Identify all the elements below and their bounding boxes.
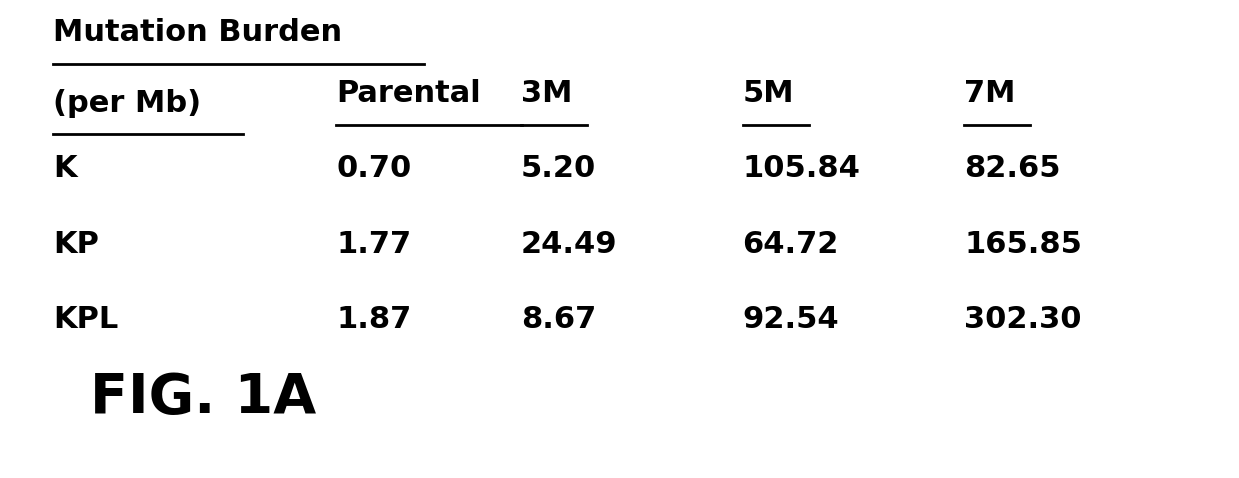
Text: 82.65: 82.65 <box>964 154 1061 184</box>
Text: 64.72: 64.72 <box>742 229 839 259</box>
Text: 165.85: 165.85 <box>964 229 1082 259</box>
Text: 92.54: 92.54 <box>742 305 839 334</box>
Text: 8.67: 8.67 <box>522 305 596 334</box>
Text: Parental: Parental <box>337 79 481 109</box>
Text: K: K <box>53 154 77 184</box>
Text: 5.20: 5.20 <box>522 154 596 184</box>
Text: FIG. 1A: FIG. 1A <box>90 370 316 424</box>
Text: 24.49: 24.49 <box>522 229 618 259</box>
Text: KP: KP <box>53 229 99 259</box>
Text: (per Mb): (per Mb) <box>53 89 202 118</box>
Text: 302.30: 302.30 <box>964 305 1082 334</box>
Text: 3M: 3M <box>522 79 572 109</box>
Text: 1.77: 1.77 <box>337 229 411 259</box>
Text: 105.84: 105.84 <box>742 154 860 184</box>
Text: KPL: KPL <box>53 305 119 334</box>
Text: 0.70: 0.70 <box>337 154 411 184</box>
Text: 5M: 5M <box>742 79 794 109</box>
Text: Mutation Burden: Mutation Burden <box>53 18 342 47</box>
Text: 7M: 7M <box>964 79 1016 109</box>
Text: 1.87: 1.87 <box>337 305 411 334</box>
